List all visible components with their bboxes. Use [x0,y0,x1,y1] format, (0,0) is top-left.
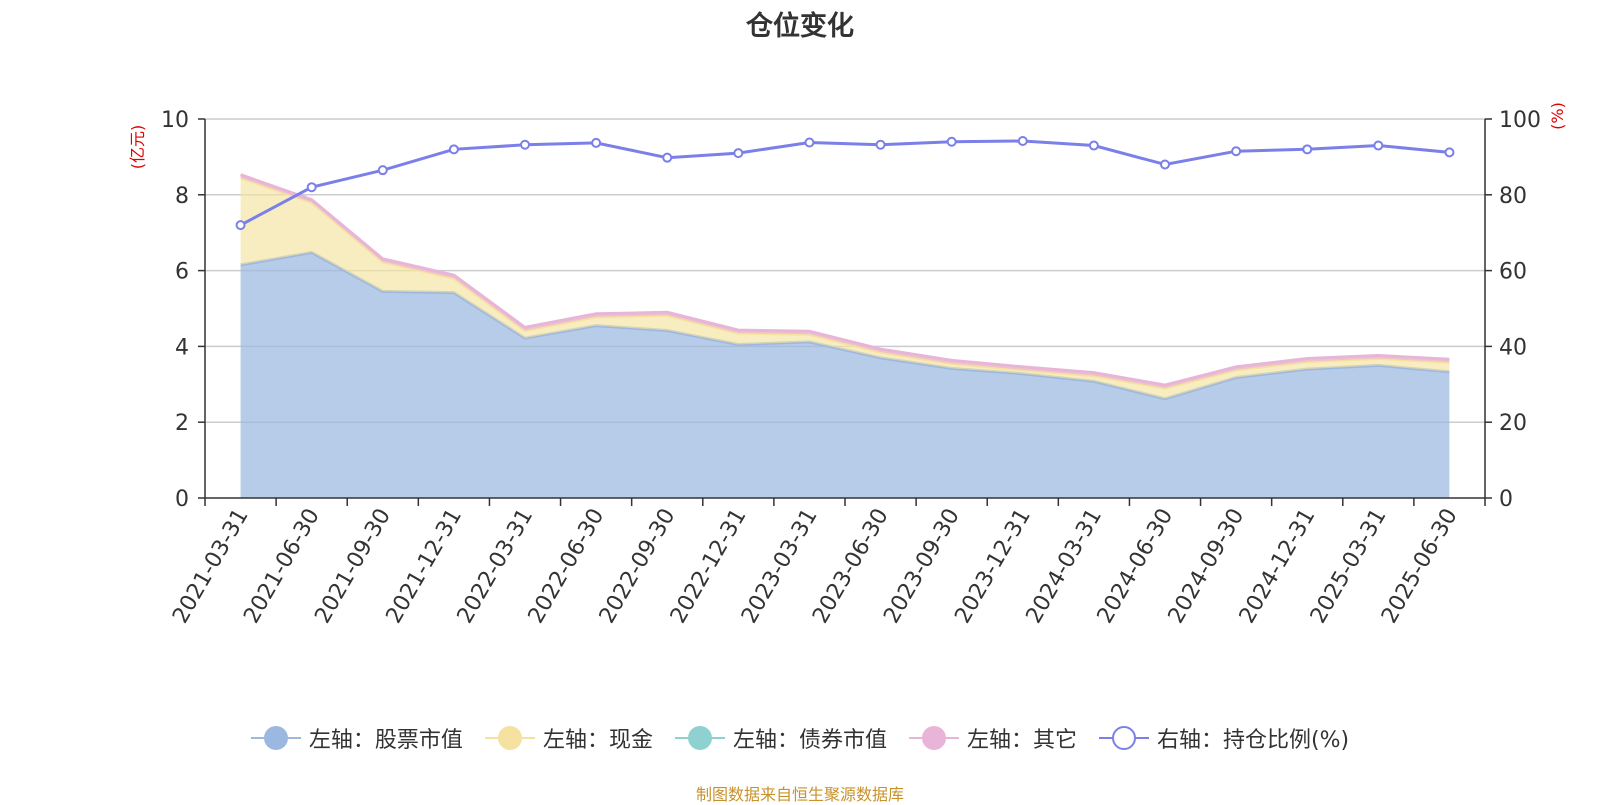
legend-item[interactable]: 左轴：现金 [484,722,653,754]
line-layer [235,135,1455,231]
x-tick-label: 2022-09-30 [595,505,681,628]
legend-label: 右轴：持仓比例(%) [1156,728,1350,753]
right-axis-unit: (%) [1548,102,1567,130]
x-tick-label: 2023-12-31 [950,505,1036,628]
ratio-point [946,136,957,147]
ratio-point [1373,140,1384,151]
legend-item[interactable]: 左轴：债券市值 [674,722,887,754]
ratio-point [235,220,246,231]
area-line-3 [240,173,1450,387]
legend-symbol [250,723,301,753]
left-tick-label: 6 [175,260,189,285]
source-note: 制图数据来自恒生聚源数据库 [695,785,904,804]
legend-symbol [674,723,725,753]
ratio-point [591,137,602,148]
legend-item[interactable]: 左轴：其它 [908,722,1077,754]
left-axis-unit: (亿元) [128,125,147,170]
x-tick-label: 2022-06-30 [524,505,610,628]
chart-title: 仓位变化 [746,11,854,42]
legend-symbol [908,723,959,753]
x-tick-label: 2022-03-31 [453,505,539,628]
ratio-point [733,148,744,159]
ratio-point [1017,135,1028,146]
ratio-point [306,182,317,193]
right-tick-label: 80 [1499,184,1527,209]
ratio-point [448,144,459,155]
x-tick-label: 2024-06-30 [1093,505,1179,628]
x-tick-label: 2024-09-30 [1164,505,1250,628]
ratio-point [804,137,815,148]
ratio-point [1231,146,1242,157]
x-tick-label: 2021-06-30 [239,505,325,628]
right-tick-label: 0 [1499,487,1513,512]
ratio-point [662,152,673,163]
legend-label: 左轴：现金 [542,728,653,753]
x-tick-label: 2021-09-30 [310,505,396,628]
area-layer [240,173,1450,498]
right-tick-label: 100 [1499,108,1541,133]
ratio-point [1160,159,1170,170]
left-tick-label: 0 [175,487,189,512]
legend-label: 左轴：股票市值 [308,728,463,753]
ratio-point [520,139,530,150]
legend-item[interactable]: 右轴：持仓比例(%) [1098,722,1350,754]
legend: 左轴：股票市值 左轴：现金 左轴：债券市值 左轴：其它 右轴：持仓比例(%) [0,722,1600,754]
legend-label: 左轴：债券市值 [732,728,887,753]
x-tick-label: 2024-12-31 [1235,505,1321,628]
x-tick-label: 2023-09-30 [879,505,965,628]
x-tick-label: 2022-12-31 [666,505,752,628]
ratio-point [875,139,886,150]
ratio-point [1444,147,1455,158]
x-tick-label: 2025-03-31 [1306,505,1392,628]
ratio-line [239,139,1450,227]
right-tick-label: 20 [1499,411,1527,436]
ratio-point [377,165,388,176]
x-tick-label: 2024-03-31 [1022,505,1108,628]
right-tick-label: 40 [1499,335,1527,360]
x-tick-label: 2021-12-31 [382,505,468,628]
legend-symbol [484,723,535,753]
left-tick-label: 2 [175,411,189,436]
legend-label: 左轴：其它 [966,728,1077,753]
ratio-point [1088,140,1099,151]
area-0 [240,252,1450,498]
left-tick-label: 10 [161,108,189,133]
x-tick-label: 2023-03-31 [737,505,823,628]
legend-item[interactable]: 左轴：股票市值 [250,722,463,754]
legend-symbol [1098,723,1149,753]
right-tick-label: 60 [1499,260,1527,285]
left-tick-label: 8 [175,184,189,209]
ratio-point [1302,144,1313,155]
x-tick-label: 2023-06-30 [808,505,894,628]
left-tick-label: 4 [175,335,189,360]
x-tick-label: 2025-06-30 [1377,505,1463,628]
x-tick-label: 2021-03-31 [168,505,254,628]
